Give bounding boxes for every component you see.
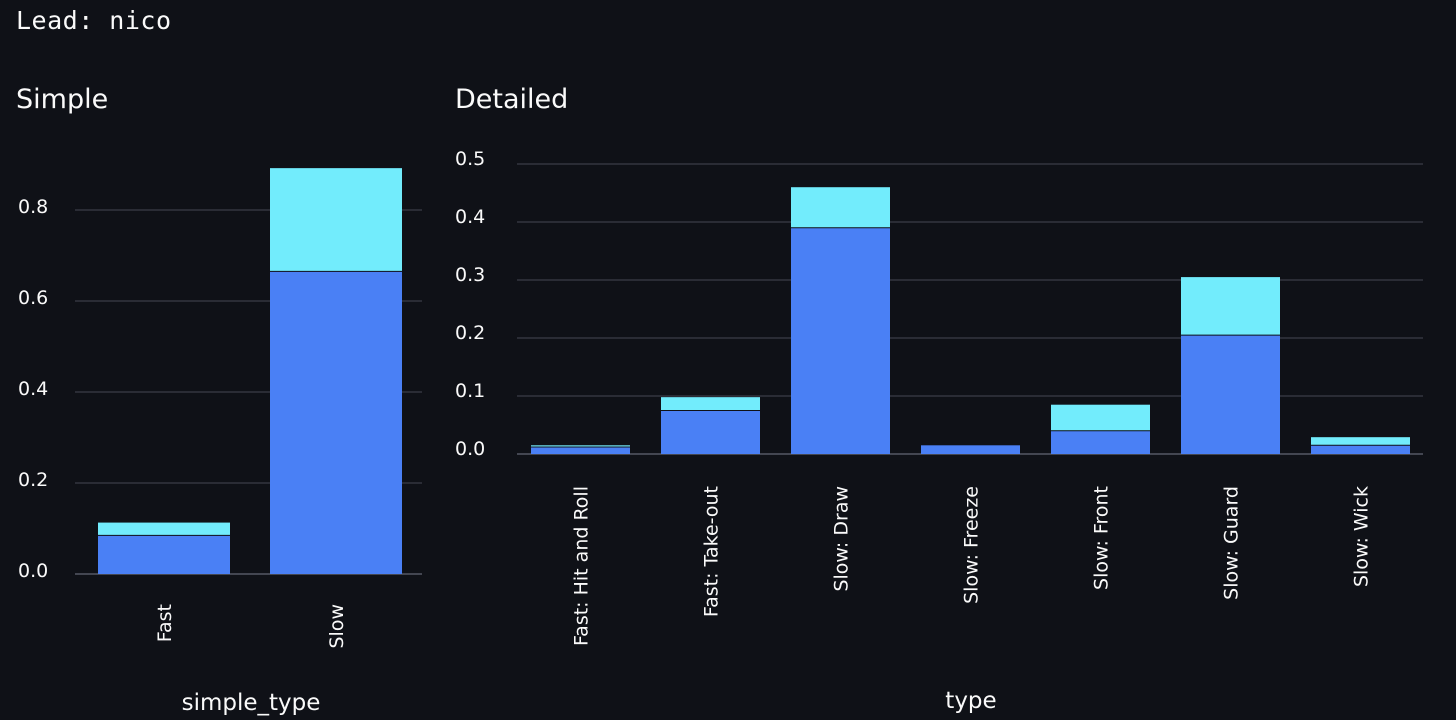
y-tick-label: 0.6 — [18, 287, 48, 309]
bar-segment — [531, 445, 630, 448]
bar-segment — [1311, 445, 1410, 454]
bar-segment — [791, 227, 890, 454]
detailed-chart-title: Detailed — [455, 84, 569, 115]
bar-segment — [921, 445, 1020, 454]
x-category-label: Fast — [154, 604, 176, 642]
bar-segment — [1051, 404, 1150, 431]
bar-segment — [270, 168, 402, 272]
detailed-x-axis-title: type — [945, 688, 996, 714]
lead-label: Lead: nico — [16, 6, 172, 35]
y-tick-label: 0.1 — [455, 380, 485, 402]
y-tick-label: 0.3 — [455, 264, 485, 286]
bar-segment — [270, 271, 402, 574]
bar-segment — [98, 535, 230, 574]
x-category-label: Slow: Wick — [1351, 486, 1373, 587]
x-category-label: Slow: Freeze — [961, 486, 983, 604]
simple-x-axis-title: simple_type — [182, 690, 321, 716]
x-category-label: Fast: Take-out — [701, 486, 723, 617]
bar-segment — [661, 410, 760, 454]
x-category-label: Slow — [326, 604, 348, 649]
bar-segment — [98, 522, 230, 536]
x-category-label: Slow: Guard — [1221, 486, 1243, 600]
y-tick-label: 0.4 — [455, 206, 485, 228]
x-category-label: Slow: Front — [1091, 486, 1113, 590]
y-tick-label: 0.2 — [18, 469, 48, 491]
x-category-label: Fast: Hit and Roll — [571, 486, 593, 646]
y-tick-label: 0.8 — [18, 196, 48, 218]
y-tick-label: 0.0 — [455, 438, 485, 460]
bar-segment — [661, 397, 760, 411]
bar-segment — [531, 447, 630, 454]
bar-segment — [1181, 277, 1280, 336]
y-tick-label: 0.5 — [455, 148, 485, 170]
y-tick-label: 0.0 — [18, 560, 48, 582]
bar-segment — [791, 187, 890, 228]
bar-segment — [1181, 335, 1280, 454]
bar-segment — [1051, 430, 1150, 454]
bar-segment — [1311, 437, 1410, 446]
y-tick-label: 0.4 — [18, 378, 48, 400]
simple-chart-title: Simple — [16, 84, 109, 115]
y-tick-label: 0.2 — [455, 322, 485, 344]
x-category-label: Slow: Draw — [831, 486, 853, 592]
